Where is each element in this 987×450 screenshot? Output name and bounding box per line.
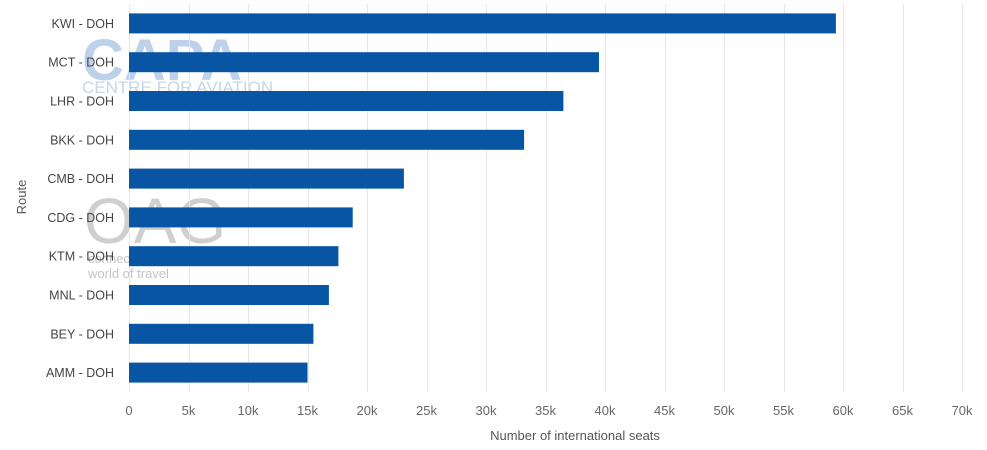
x-tick-label: 70k bbox=[952, 403, 973, 418]
x-tick-label: 5k bbox=[182, 403, 196, 418]
x-tick-label: 65k bbox=[892, 403, 913, 418]
category-label: KWI - DOH bbox=[52, 17, 115, 31]
bar[interactable] bbox=[129, 91, 564, 111]
bar[interactable] bbox=[129, 246, 339, 267]
bar[interactable] bbox=[129, 13, 836, 34]
bars bbox=[129, 13, 836, 383]
x-tick-label: 55k bbox=[773, 403, 794, 418]
x-tick-label: 15k bbox=[297, 403, 318, 418]
x-tick-label: 25k bbox=[416, 403, 437, 418]
x-tick-label: 50k bbox=[714, 403, 735, 418]
x-tick-label: 60k bbox=[833, 403, 854, 418]
category-label: CMB - DOH bbox=[47, 172, 114, 186]
oag-watermark-text-1: connec bbox=[88, 251, 130, 266]
category-label: BEY - DOH bbox=[50, 327, 114, 341]
category-labels: KWI - DOH MCT - DOH LHR - DOH BKK - DOH CMB … bbox=[46, 17, 114, 380]
x-tick-label: 35k bbox=[535, 403, 556, 418]
y-axis-title: Route bbox=[14, 180, 29, 215]
x-tick-label: 45k bbox=[654, 403, 675, 418]
x-tick-label: 30k bbox=[476, 403, 497, 418]
category-label: CDG - DOH bbox=[47, 211, 114, 225]
bar[interactable] bbox=[129, 362, 308, 383]
x-tick-label: 10k bbox=[238, 403, 259, 418]
x-axis-title: Number of international seats bbox=[490, 428, 660, 443]
x-tick-label: 40k bbox=[595, 403, 616, 418]
category-label: LHR - DOH bbox=[50, 95, 114, 109]
bar[interactable] bbox=[129, 285, 329, 305]
category-label: MNL - DOH bbox=[49, 289, 114, 303]
x-tick-labels: 0 5k 10k 15k 20k 25k 30k 35k 40k 45k 50k 55k 60k 65k 7… bbox=[125, 403, 973, 418]
bar[interactable] bbox=[129, 207, 353, 228]
category-label: KTM - DOH bbox=[49, 250, 114, 264]
bar[interactable] bbox=[129, 129, 525, 150]
oag-watermark-text-2: world of travel bbox=[87, 266, 169, 281]
category-label: MCT - DOH bbox=[48, 56, 114, 70]
x-tick-label: 0 bbox=[125, 403, 132, 418]
x-tick-label: 20k bbox=[357, 403, 378, 418]
category-label: AMM - DOH bbox=[46, 366, 114, 380]
bar[interactable] bbox=[129, 52, 599, 73]
category-label: BKK - DOH bbox=[50, 133, 114, 147]
bar[interactable] bbox=[129, 168, 404, 189]
bar[interactable] bbox=[129, 323, 314, 344]
